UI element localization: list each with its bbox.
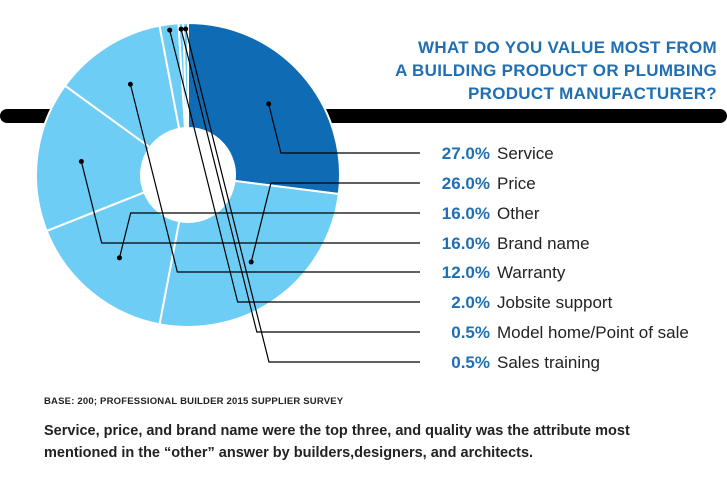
chart-title: WHAT DO YOU VALUE MOST FROM A BUILDING PR… xyxy=(357,36,717,105)
slice-brand-name xyxy=(35,84,152,233)
slice-percent: 16.0% xyxy=(442,234,490,253)
slice-label: Brand name xyxy=(497,234,590,253)
slice-service xyxy=(187,21,341,196)
slice-label: Service xyxy=(497,144,554,163)
slice-percent: 2.0% xyxy=(451,293,490,312)
donut-slices xyxy=(35,21,341,328)
leader-line xyxy=(250,182,420,263)
slice-percent: 26.0% xyxy=(442,174,490,193)
slice-label: Sales training xyxy=(497,353,600,372)
slice-percent: 0.5% xyxy=(451,353,490,372)
slice-other xyxy=(45,191,181,326)
slice-percent: 16.0% xyxy=(442,204,490,223)
slice-percent: 12.0% xyxy=(442,263,490,282)
chart-title-line: WHAT DO YOU VALUE MOST FROM xyxy=(418,38,717,57)
leader-line xyxy=(80,161,420,244)
slice-warranty xyxy=(63,24,181,149)
chart-title-line: PRODUCT MANUFACTURER? xyxy=(467,84,717,103)
leader-line xyxy=(129,84,420,273)
chart-title-line: A BUILDING PRODUCT OR PLUMBING xyxy=(395,61,717,80)
slice-percent: 27.0% xyxy=(442,144,490,163)
slice-label: Other xyxy=(497,204,540,223)
leader-line xyxy=(185,28,420,363)
leader-line xyxy=(268,103,420,154)
base-note: BASE: 200; PROFESSIONAL BUILDER 2015 SUP… xyxy=(44,396,344,407)
slice-label: Jobsite support xyxy=(497,293,613,312)
caption: Service, price, and brand name were the … xyxy=(44,423,630,461)
legend-labels: 27.0% Service 26.0% Price 16.0% Other 16.0% Bra… xyxy=(442,144,689,372)
slice-label: Model home/Point of sale xyxy=(497,323,689,342)
slice-sales-training xyxy=(182,21,189,130)
leader-lines xyxy=(78,26,420,363)
leader-line xyxy=(169,30,420,303)
slice-label: Price xyxy=(497,174,536,193)
slice-label: Warranty xyxy=(497,263,566,282)
slice-percent: 0.5% xyxy=(451,323,490,342)
slice-price xyxy=(158,179,340,328)
leader-line xyxy=(180,29,420,333)
